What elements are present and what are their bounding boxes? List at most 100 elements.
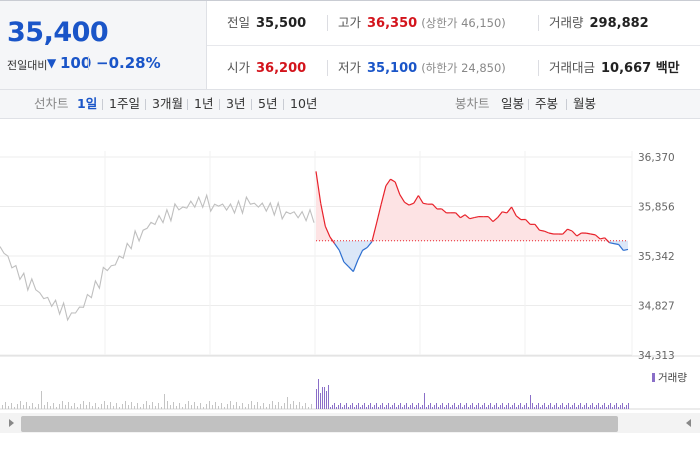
volume-bar [620,405,621,409]
volume-bar [486,407,487,409]
volume-bar [176,406,177,409]
volume-bar [53,403,54,409]
price-line-segment [474,216,480,219]
tab-monthly-candle[interactable]: 월봉 [573,96,597,111]
stat-trade-value: 거래대금 10,667 백만 [549,46,680,90]
current-price: 35,400 [7,17,109,48]
price-line-segment [618,244,624,251]
price-line-segment [343,261,350,268]
volume-bar [374,405,375,409]
volume-bar [316,389,317,409]
change-label: 전일대비 [7,59,48,72]
price-line-segment [543,230,550,234]
volume-bar [350,405,351,409]
stat-value: 298,882 [589,16,649,31]
price-line-segment [623,248,629,251]
volume-bar [404,405,405,409]
volume-bar [191,405,192,409]
volume-bar [358,403,359,409]
volume-bar [348,407,349,409]
price-line-segment [348,266,354,273]
chart-scrollbar[interactable] [0,413,700,433]
stat-label: 거래량 [549,15,584,30]
volume-bar [618,407,619,409]
volume-bar [524,405,525,409]
price-line-segment [390,178,396,183]
price-line-segment [576,232,582,237]
volume-bar [107,405,108,409]
volume-bar [338,405,339,409]
volume-bar [334,403,335,409]
volume-bar [158,403,159,409]
scroll-right-icon[interactable] [686,419,691,427]
volume-bar [544,403,545,409]
volume-bar [59,404,60,409]
volume-bar [592,403,593,409]
volume-bar [378,407,379,409]
tab-weekly-candle[interactable]: 주봉 [535,96,559,111]
tab-3y[interactable]: 3년 [226,96,246,111]
volume-bar [412,403,413,409]
volume-bar [152,402,153,409]
price-line-segment [469,217,475,220]
volume-bar [346,403,347,409]
volume-bar [194,402,195,409]
tab-separator [528,99,529,110]
volume-bar [440,405,441,409]
tab-daily-candle[interactable]: 일봉 [501,96,525,111]
tab-1y[interactable]: 1년 [194,96,214,111]
volume-bar [41,391,42,409]
scroll-left-icon[interactable] [9,419,14,427]
volume-bar [452,405,453,409]
tab-5y[interactable]: 5년 [258,96,278,111]
volume-bar [564,407,565,409]
price-line-segment [394,181,401,195]
stat-label: 시가 [227,60,251,75]
change-rate: −0.28% [96,54,161,72]
price-line-segment [613,243,619,246]
volume-bar [526,403,527,409]
up-fill-area [316,171,628,241]
stats-row-1: 전일 35,500 고가 36,350 (상한가 46,150) 거래량 298,882 [207,1,700,46]
stat-volume: 거래량 298,882 [549,1,649,45]
volume-bar [576,407,577,409]
scrollbar-thumb[interactable] [21,416,618,432]
volume-bar [356,405,357,409]
down-arrow-icon: ▼ [47,56,57,70]
volume-bar [56,407,57,409]
y-tick-label: 34,313 [638,350,675,362]
volume-bar [550,403,551,409]
volume-bar [29,406,30,409]
volume-bar [612,407,613,409]
volume-bar [572,405,573,409]
volume-bar [354,407,355,409]
volume-bar [530,395,531,409]
volume-bar [352,403,353,409]
stat-label: 전일 [227,15,251,30]
volume-bar [284,403,285,409]
volume-bar [614,405,615,409]
volume-bar [554,405,555,409]
tab-10y[interactable]: 10년 [290,96,318,111]
tab-1d[interactable]: 1일 [77,96,98,111]
volume-bar [464,405,465,409]
tab-3m[interactable]: 3개월 [152,96,183,111]
volume-bar [74,403,75,409]
price-line-segment [460,214,466,219]
price-summary: 35,400 전일대비 ▼ 100 −0.28% [0,1,207,90]
volume-bar [418,403,419,409]
price-line-segment [441,208,447,214]
volume-bar [305,403,306,409]
volume-bar [8,406,9,409]
volume-bar [578,405,579,409]
volume-bar [65,405,66,409]
tab-1w[interactable]: 1주일 [109,96,140,111]
price-line-segment [502,211,508,214]
price-line-segment [408,202,415,206]
volume-bar [448,403,449,409]
volume-bar [478,403,479,409]
stat-low: 저가 35,100 (하한가 24,850) [338,46,506,90]
volume-bar [488,405,489,409]
stat-prev-close: 전일 35,500 [227,1,306,45]
price-line-segment [385,178,391,187]
